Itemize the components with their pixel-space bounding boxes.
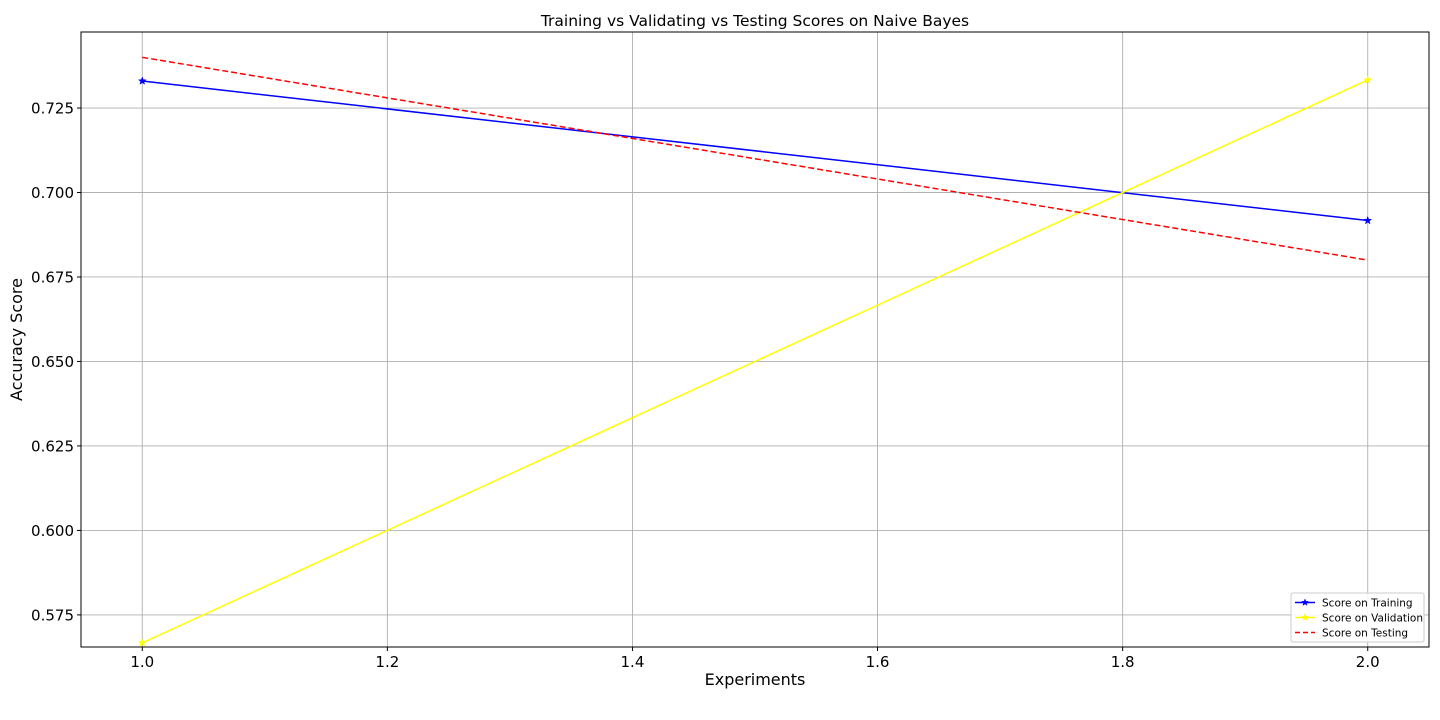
legend-label: Score on Training <box>1322 598 1413 610</box>
series-1-point <box>1363 215 1373 225</box>
series-1-point <box>137 76 147 85</box>
series-line-3 <box>142 56 1368 261</box>
series-2-point <box>1363 75 1373 84</box>
y-tick-label: 0.700 <box>31 184 74 202</box>
legend-label: Score on Validation <box>1322 613 1423 625</box>
legend: Score on Training Score on Validation Scor… <box>1290 592 1425 643</box>
y-tick-label: 0.600 <box>31 522 74 540</box>
x-tick-label: 1.6 <box>866 653 890 671</box>
legend-label: Score on Testing <box>1322 628 1408 640</box>
legend-marker <box>1300 598 1310 606</box>
x-tick-label: 1.2 <box>375 653 399 671</box>
y-axis-label: Accuracy Score <box>7 278 26 401</box>
y-tick-label: 0.625 <box>31 437 74 455</box>
y-tick-label: 0.650 <box>31 353 74 371</box>
y-tick-label: 0.575 <box>31 606 74 624</box>
legend-marker <box>1300 613 1310 621</box>
series-line-1 <box>142 80 1368 222</box>
x-tick-label: 1.4 <box>621 653 645 671</box>
x-tick-label: 2.0 <box>1356 653 1380 671</box>
legend-box <box>1290 592 1425 643</box>
series-line-2 <box>141 79 1369 644</box>
chart-title: Training vs Validating vs Testing Scores… <box>540 12 969 30</box>
y-tick-label: 0.675 <box>31 268 74 286</box>
x-tick-label: 1.8 <box>1111 653 1135 671</box>
axis-ticks: 1.0 1.2 1.4 1.6 1.8 2.0 0.575 0.600 0.625 0.650 0.… <box>31 100 1380 671</box>
y-tick-label: 0.725 <box>31 100 74 118</box>
plot-frame <box>80 31 1430 648</box>
series-2-point <box>137 638 147 647</box>
x-axis-label: Experiments <box>705 670 806 689</box>
grid-lines <box>81 32 1429 647</box>
x-tick-label: 1.0 <box>130 653 154 671</box>
series-layer <box>137 56 1373 647</box>
